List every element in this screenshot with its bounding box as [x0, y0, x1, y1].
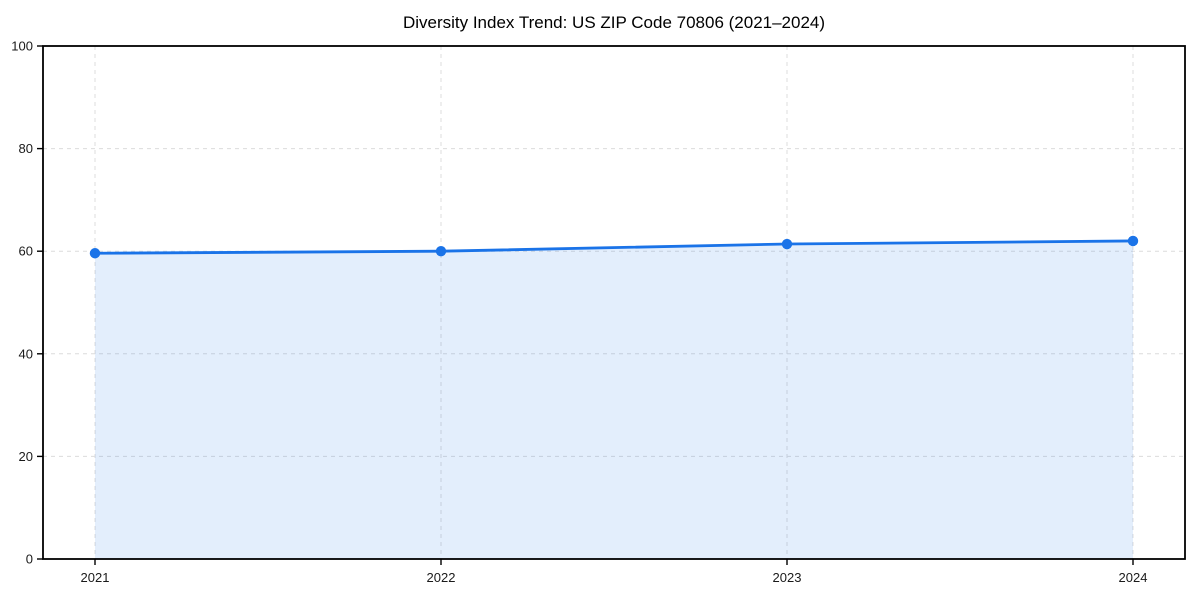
x-tick-label: 2021	[81, 570, 110, 585]
y-tick-label: 20	[19, 449, 33, 464]
data-point-marker	[781, 238, 793, 250]
data-point-marker	[435, 246, 447, 257]
y-tick-label: 40	[19, 346, 33, 361]
y-tick-label: 100	[11, 39, 33, 54]
area-fill	[95, 240, 1133, 559]
data-point-marker	[1127, 235, 1139, 247]
x-tick-label: 2022	[427, 570, 456, 585]
y-tick-label: 0	[26, 552, 33, 567]
trend-line	[93, 239, 1135, 255]
y-tick-label: 80	[19, 141, 33, 156]
data-point-marker	[89, 248, 101, 259]
chart-title: Diversity Index Trend: US ZIP Code 70806…	[402, 13, 826, 32]
plot-border	[42, 45, 1186, 560]
y-tick-label: 60	[19, 244, 33, 259]
x-tick-label: 2023	[773, 570, 802, 585]
x-tick-label: 2024	[1119, 570, 1148, 585]
